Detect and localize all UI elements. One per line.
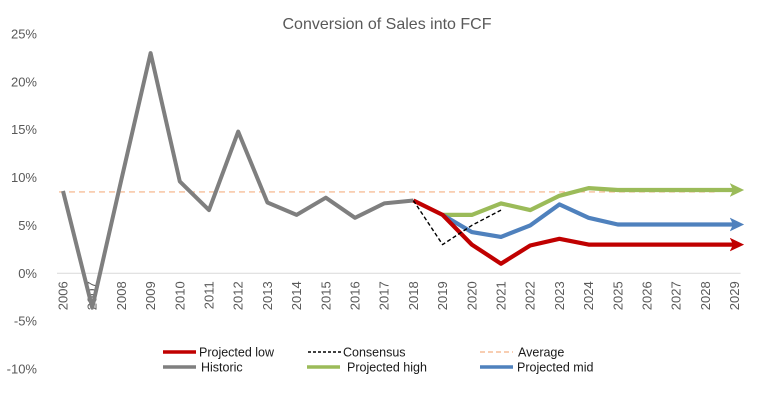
plot-series [59,51,745,310]
x-tick-label-2020: 2020 [464,281,479,310]
y-tick-label: 5% [18,218,37,233]
x-tick-label-2015: 2015 [318,281,333,310]
y-tick-label: 0% [18,266,37,281]
series-line-projected-low [412,198,745,266]
legend-label-consensus: Consensus [343,346,406,360]
y-tick-label: 25% [11,27,37,42]
x-tick-label-2010: 2010 [172,281,187,310]
y-tick-label: 10% [11,170,37,185]
legend-label-projected-mid: Projected mid [517,361,593,375]
x-tick-label-2025: 2025 [610,281,625,310]
legend-item-consensus: Consensus [308,346,406,360]
series-line-consensus [412,200,502,246]
legend-item-projected-low: Projected low [163,346,275,360]
y-tick-label: 20% [11,74,37,89]
y-tick-label: 15% [11,122,37,137]
x-tick-label-2009: 2009 [143,281,158,310]
series-line-projected-high [442,183,745,217]
legend-item-historic: Historic [163,361,243,375]
y-tick-label: -10% [7,362,38,377]
x-tick-label-2022: 2022 [523,281,538,310]
x-tick-label-2014: 2014 [289,281,304,310]
x-tick-label-2028: 2028 [698,281,713,310]
x-tick-label-2011: 2011 [202,281,217,309]
x-tick-label-2006: 2006 [56,281,71,310]
x-tick-label-2026: 2026 [640,281,655,310]
x-tick-label-2012: 2012 [231,281,246,310]
legend-item-projected-mid: Projected mid [480,361,593,375]
legend-label-historic: Historic [201,361,243,375]
x-tick-label-2017: 2017 [377,281,392,310]
legend: Projected low Consensus Average Historic Pro… [163,346,593,375]
series-line-historic [61,51,414,310]
x-tick-label-2018: 2018 [406,281,421,310]
legend-item-average: Average [480,346,564,360]
x-tick-label-2021: 2021 [494,281,509,310]
y-axis-labels: 25% 20% 15% 10% 5% 0% -5% -10% [7,27,38,377]
x-tick-label-2013: 2013 [260,281,275,310]
x-tick-label-2008: 2008 [114,281,129,310]
legend-label-projected-low: Projected low [199,346,275,360]
x-tick-label-2024: 2024 [581,281,596,310]
legend-label-projected-high: Projected high [347,361,427,375]
series-line-projected-mid [441,202,745,239]
legend-item-projected-high: Projected high [307,361,427,375]
x-tick-label-2019: 2019 [435,281,450,310]
x-tick-label-2016: 2016 [348,281,363,310]
x-tick-label-2029: 2029 [727,281,742,310]
chart-title: Conversion of Sales into FCF [283,16,492,33]
y-tick-label: -5% [14,314,38,329]
legend-label-average: Average [518,346,564,360]
x-tick-label-2023: 2023 [552,281,567,310]
x-axis-labels: 2006 2007 2008 2009 2010 2011 2012 2013 2014 2015… [56,281,743,310]
x-tick-label-2027: 2027 [669,281,684,310]
